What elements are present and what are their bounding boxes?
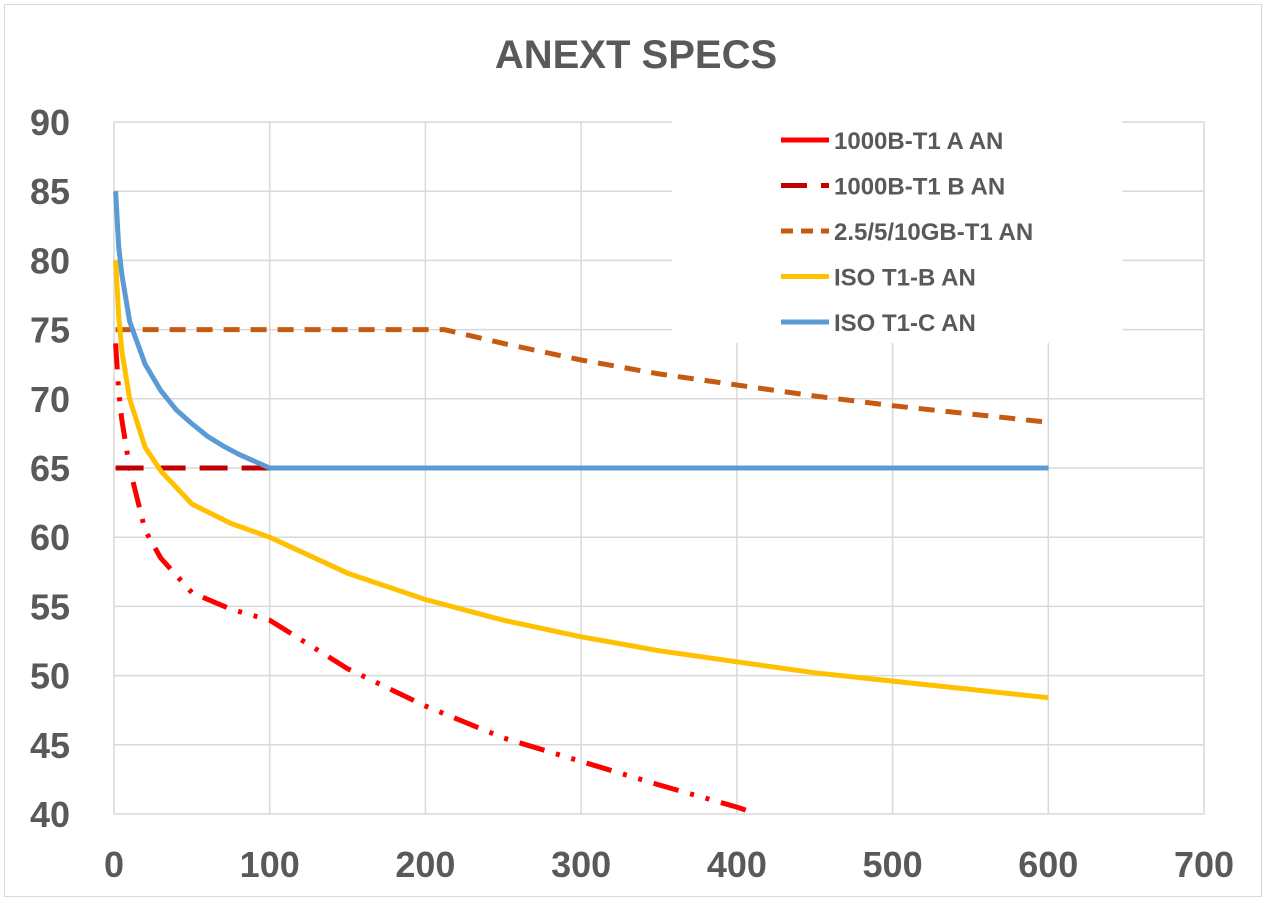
x-tick-label: 600 — [1018, 844, 1078, 885]
legend-label: ISO T1-B AN — [834, 265, 976, 292]
series-line — [113, 191, 1049, 471]
chart-title: ANEXT SPECS — [495, 33, 777, 77]
x-tick-label: 400 — [707, 844, 767, 885]
legend: 1000B-T1 A AN 1000B-T1 B AN 2.5/5/10GB-T1 … — [781, 128, 1033, 337]
y-tick-label: 55 — [30, 586, 70, 627]
y-tick-label: 70 — [30, 379, 70, 420]
y-tick-label: 60 — [30, 517, 70, 558]
legend-label: 2.5/5/10GB-T1 AN — [834, 219, 1033, 246]
y-tick-label: 50 — [30, 656, 70, 697]
series-line — [113, 343, 758, 817]
y-tick-label: 75 — [30, 310, 70, 351]
y-tick-label: 40 — [30, 794, 70, 835]
x-axis-ticks: 0 100 200 300 400 500 600 700 — [104, 844, 1234, 885]
legend-label: ISO T1-C AN — [834, 310, 976, 337]
y-tick-label: 65 — [30, 448, 70, 489]
x-tick-label: 100 — [240, 844, 300, 885]
series-line — [115, 327, 1049, 425]
x-tick-label: 200 — [395, 844, 455, 885]
y-axis-ticks: 40 45 50 55 60 65 70 75 80 85 90 — [30, 102, 70, 835]
x-tick-label: 0 — [104, 844, 124, 885]
legend-label: 1000B-T1 A AN — [834, 128, 1003, 155]
y-tick-label: 85 — [30, 171, 70, 212]
y-tick-label: 90 — [30, 102, 70, 143]
y-tick-label: 80 — [30, 240, 70, 281]
legend-label: 1000B-T1 B AN — [834, 174, 1005, 201]
series-line — [113, 260, 1049, 701]
x-tick-label: 500 — [863, 844, 923, 885]
x-tick-label: 700 — [1174, 844, 1234, 885]
plot-series — [113, 191, 1049, 817]
y-tick-label: 45 — [30, 725, 70, 766]
x-tick-label: 300 — [551, 844, 611, 885]
legend-background — [672, 118, 1122, 343]
